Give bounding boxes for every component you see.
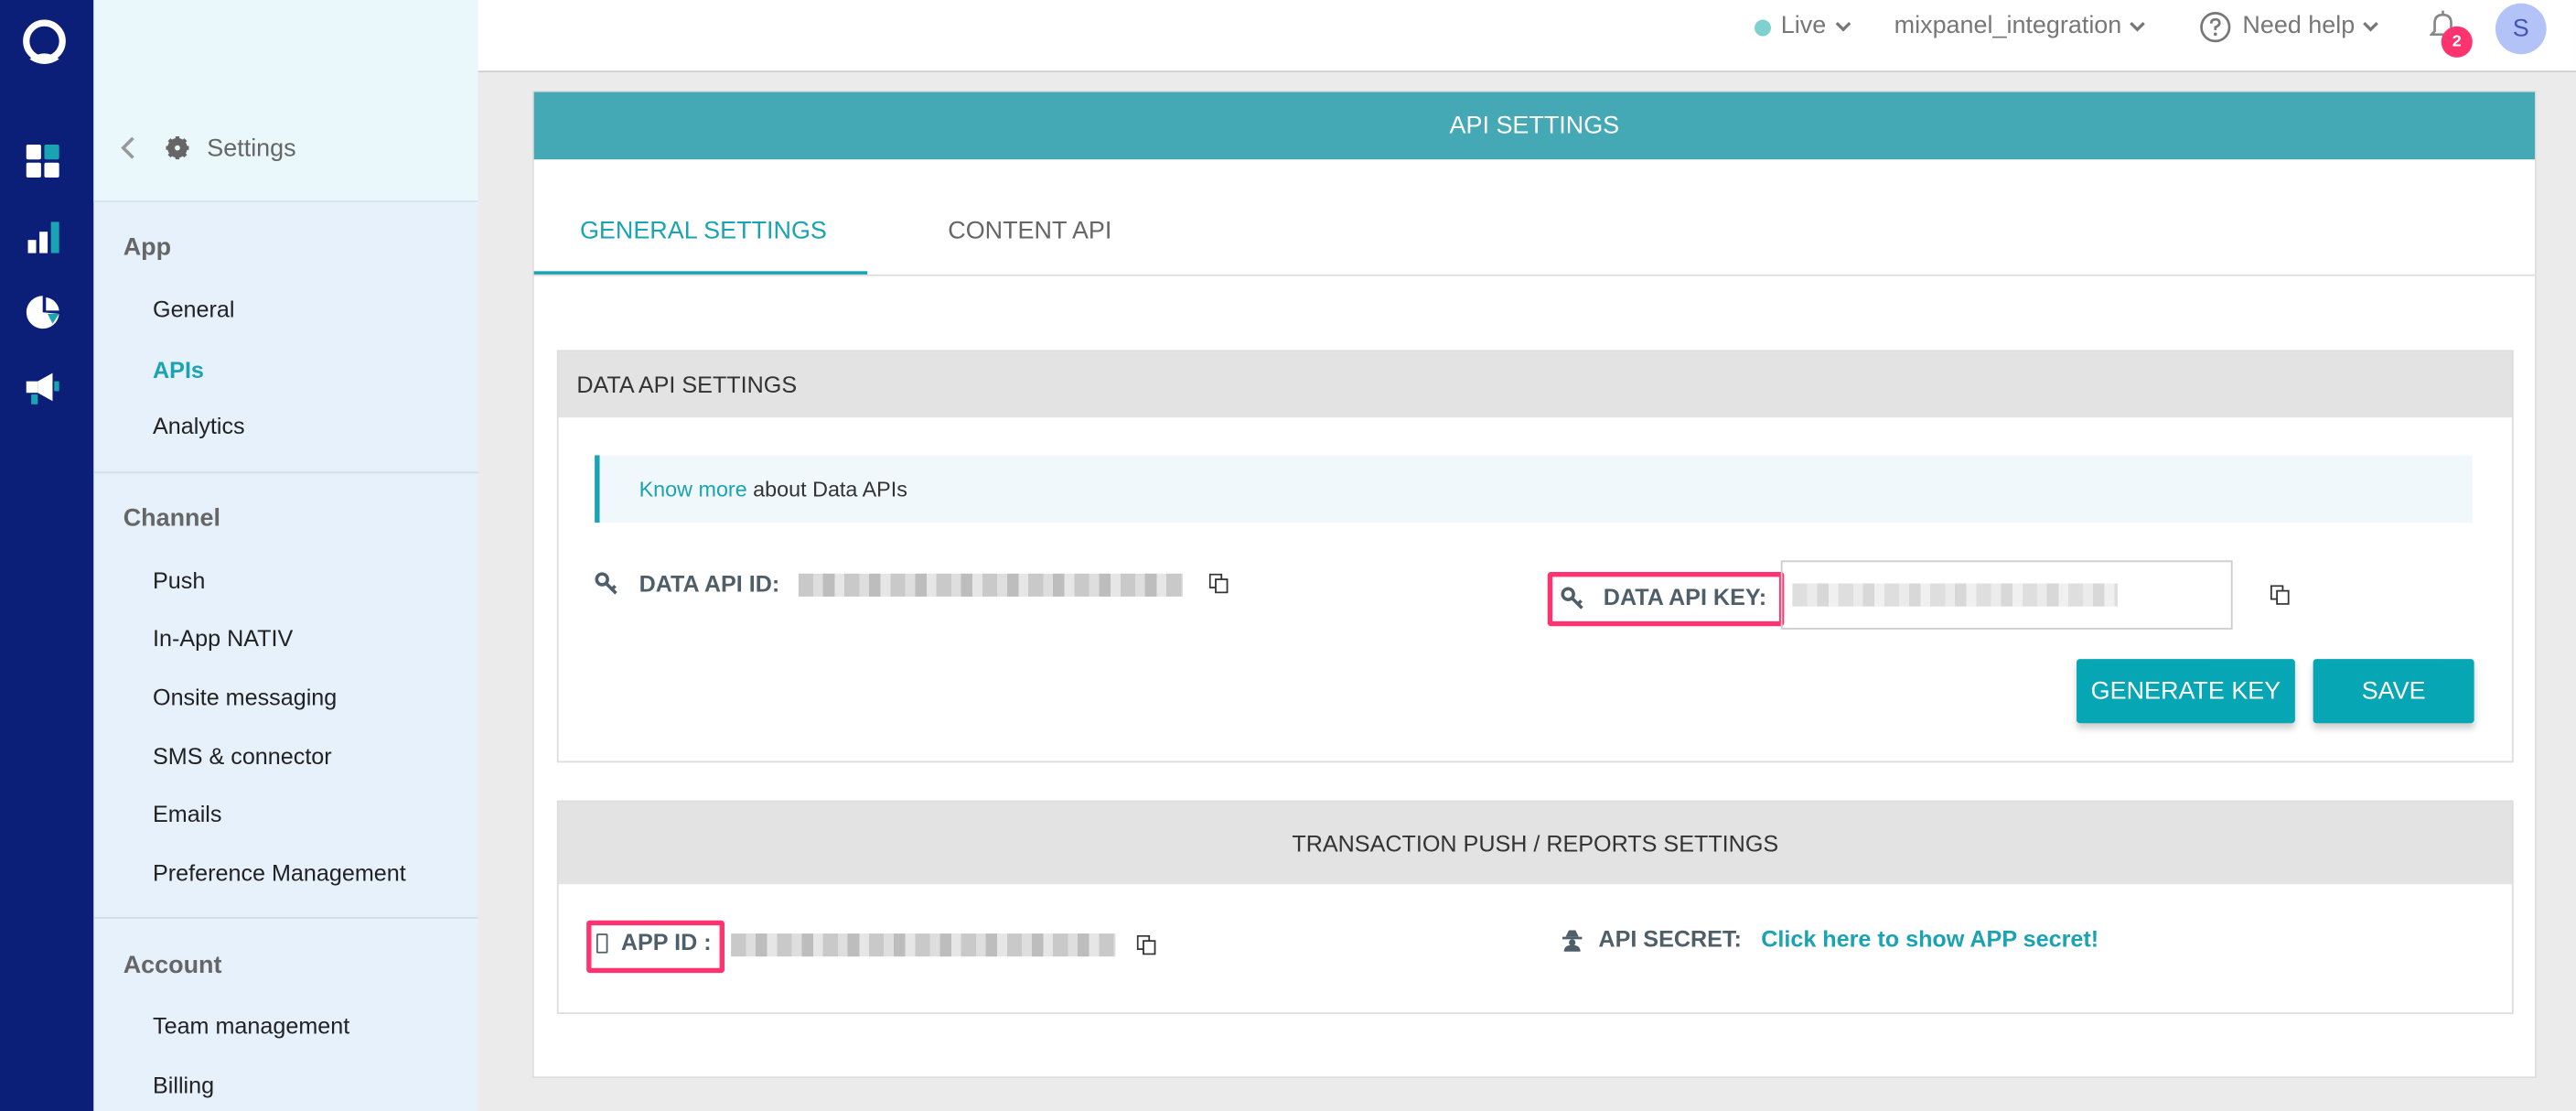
generate-key-button[interactable]: GENERATE KEY — [2077, 659, 2295, 724]
transaction-heading: TRANSACTION PUSH / REPORTS SETTINGS — [558, 802, 2512, 885]
sidebar-item-analytics[interactable]: Analytics — [153, 412, 245, 439]
section-app: App — [123, 233, 172, 262]
chevron-down-icon — [2363, 21, 2379, 31]
help-dropdown[interactable]: Need help — [2242, 11, 2379, 40]
settings-sidebar: Settings App General APIs Analytics Chan… — [93, 0, 478, 1111]
transaction-section: TRANSACTION PUSH / REPORTS SETTINGS APP … — [556, 800, 2514, 1015]
pie-chart-icon[interactable] — [25, 294, 61, 330]
active-tab-indicator — [533, 271, 868, 275]
data-api-heading: DATA API SETTINGS — [558, 351, 2512, 418]
know-more-link[interactable]: Know more — [639, 476, 747, 502]
data-api-key-value — [1792, 583, 2118, 607]
sidebar-item-onsite[interactable]: Onsite messaging — [153, 684, 338, 710]
key-icon — [1561, 587, 1583, 609]
user-logo-icon[interactable] — [21, 19, 67, 66]
back-chevron-icon[interactable] — [120, 136, 136, 159]
app-dropdown[interactable]: mixpanel_integration — [1894, 11, 2147, 40]
megaphone-icon[interactable] — [25, 372, 61, 408]
bar-chart-icon[interactable] — [25, 221, 61, 257]
copy-icon[interactable] — [1136, 934, 1157, 955]
api-secret-label: API SECRET: — [1598, 925, 1742, 952]
help-label: Need help — [2242, 11, 2356, 40]
data-api-section: DATA API SETTINGS Know more about Data A… — [556, 350, 2514, 763]
info-banner: Know more about Data APIs — [595, 455, 2473, 523]
divider — [93, 917, 478, 919]
show-secret-link[interactable]: Click here to show APP secret! — [1761, 925, 2099, 952]
spy-icon — [1562, 930, 1583, 952]
key-icon — [595, 572, 617, 595]
notification-badge: 2 — [2441, 26, 2473, 58]
help-icon — [2200, 12, 2231, 43]
dashboard-icon[interactable] — [25, 143, 61, 179]
sidebar-item-billing[interactable]: Billing — [153, 1071, 215, 1098]
app-id-value — [731, 933, 1116, 957]
data-api-key-label: DATA API KEY: — [1603, 583, 1767, 610]
save-button[interactable]: SAVE — [2313, 659, 2474, 724]
sidebar-item-emails[interactable]: Emails — [153, 800, 222, 827]
copy-icon[interactable] — [2270, 585, 2291, 605]
avatar[interactable]: S — [2495, 3, 2547, 55]
section-channel: Channel — [123, 504, 220, 533]
data-api-id-value — [798, 573, 1184, 597]
sidebar-header: Settings — [93, 0, 478, 202]
bell-icon[interactable] — [2430, 10, 2456, 39]
sidebar-item-team[interactable]: Team management — [153, 1012, 350, 1040]
live-status-dot — [1755, 19, 1771, 37]
data-api-id-label: DATA API ID: — [639, 570, 780, 597]
app-label: mixpanel_integration — [1894, 11, 2122, 40]
top-bar: Live mixpanel_integration Need help 2 S — [478, 0, 2576, 73]
environment-label: Live — [1780, 11, 1827, 40]
gear-icon — [166, 136, 189, 160]
chevron-down-icon — [1834, 21, 1851, 31]
card-title: API SETTINGS — [533, 92, 2536, 160]
sidebar-item-in-app[interactable]: In-App NATIV — [153, 624, 294, 652]
data-api-key-input[interactable] — [1780, 560, 2233, 630]
sidebar-item-apis[interactable]: APIs — [153, 356, 204, 383]
sidebar-item-general[interactable]: General — [153, 296, 235, 322]
app-id-highlight — [586, 920, 724, 974]
sidebar-item-sms[interactable]: SMS & connector — [153, 742, 332, 770]
chevron-down-icon — [2130, 21, 2146, 31]
section-account: Account — [123, 951, 222, 980]
divider — [93, 471, 478, 474]
app-id-label: APP ID : — [620, 928, 712, 955]
sidebar-item-preferences[interactable]: Preference Management — [153, 859, 406, 886]
sidebar-title: Settings — [207, 135, 296, 163]
tab-content-api[interactable]: CONTENT API — [948, 217, 1112, 245]
api-settings-card: API SETTINGS GENERAL SETTINGS CONTENT AP… — [531, 90, 2537, 1079]
tab-general-settings[interactable]: GENERAL SETTINGS — [579, 217, 827, 245]
tabs-divider — [533, 274, 2536, 276]
sidebar-item-push[interactable]: Push — [153, 566, 206, 594]
environment-dropdown[interactable]: Live — [1780, 11, 1851, 40]
app-rail — [0, 0, 94, 1111]
info-text: about Data APIs — [746, 476, 907, 502]
mobile-icon — [596, 933, 608, 954]
copy-icon[interactable] — [1208, 573, 1229, 594]
